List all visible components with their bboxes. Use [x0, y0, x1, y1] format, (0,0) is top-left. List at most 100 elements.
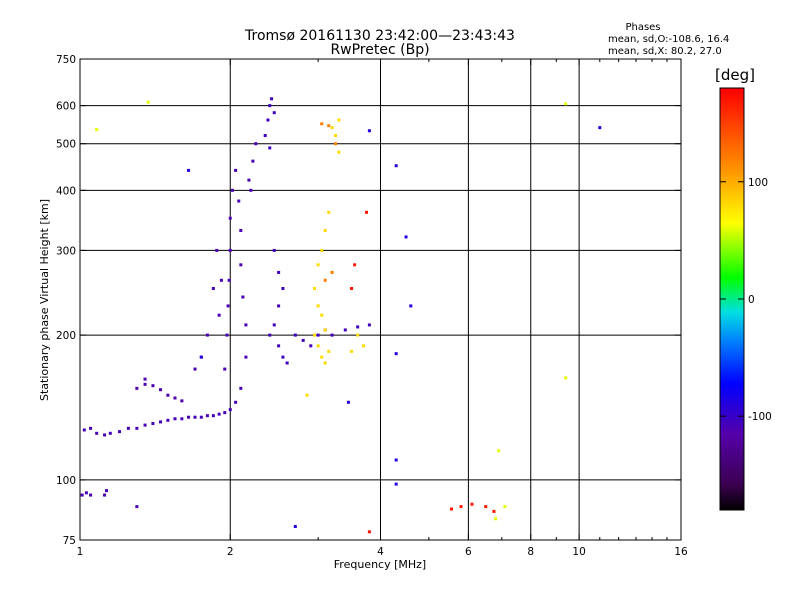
- data-point: [103, 493, 107, 497]
- data-point: [159, 388, 163, 392]
- data-point: [263, 134, 267, 138]
- data-point: [367, 129, 371, 133]
- data-point: [82, 428, 86, 432]
- data-point: [492, 509, 496, 513]
- data-point: [404, 235, 408, 239]
- data-point: [95, 431, 99, 435]
- colorbar-tick-label: 0: [748, 294, 755, 306]
- data-point: [126, 426, 130, 430]
- data-point: [394, 458, 398, 462]
- y-tick-label: 400: [56, 185, 76, 197]
- data-point: [316, 263, 320, 267]
- data-point: [193, 367, 197, 371]
- data-point: [356, 333, 360, 337]
- data-point: [205, 414, 209, 418]
- data-point: [254, 142, 258, 146]
- data-point: [320, 248, 324, 252]
- y-axis-label: Stationary phase Virtual Height [km]: [38, 199, 51, 401]
- data-point: [103, 433, 107, 437]
- data-point: [244, 355, 248, 359]
- data-point: [247, 178, 251, 182]
- data-point: [244, 323, 248, 327]
- data-point: [268, 146, 272, 150]
- data-point: [89, 426, 93, 430]
- data-point: [159, 420, 163, 424]
- data-point: [228, 408, 232, 412]
- data-point: [281, 286, 285, 290]
- data-point: [333, 142, 337, 146]
- data-point: [215, 248, 219, 252]
- data-point: [272, 248, 276, 252]
- data-point: [497, 449, 501, 453]
- data-point: [350, 286, 354, 290]
- data-point: [337, 118, 341, 122]
- data-point: [362, 344, 366, 348]
- stats-heading: Phases: [625, 22, 660, 33]
- y-tick-label: 100: [56, 475, 76, 487]
- data-point: [353, 263, 357, 267]
- data-point: [293, 333, 297, 337]
- data-point: [268, 333, 272, 337]
- data-point: [327, 210, 331, 214]
- data-point: [146, 100, 150, 104]
- x-tick-label: 1: [77, 546, 84, 558]
- data-point: [343, 328, 347, 332]
- data-point: [449, 507, 453, 511]
- data-point: [239, 263, 243, 267]
- data-point: [312, 286, 316, 290]
- data-point: [320, 313, 324, 317]
- data-point: [80, 493, 84, 497]
- data-point: [234, 400, 238, 404]
- data-point: [95, 128, 99, 132]
- data-point: [223, 367, 227, 371]
- data-point: [330, 126, 334, 130]
- y-tick-label: 600: [56, 101, 76, 113]
- data-point: [316, 333, 320, 337]
- data-point: [330, 270, 334, 274]
- data-point: [151, 384, 155, 388]
- data-point: [180, 417, 184, 421]
- data-point: [199, 415, 203, 419]
- data-point: [470, 502, 474, 506]
- data-point: [346, 400, 350, 404]
- data-point: [268, 104, 272, 108]
- data-point: [409, 304, 413, 308]
- data-point: [104, 489, 108, 493]
- data-point: [217, 313, 221, 317]
- data-point: [118, 430, 122, 434]
- data-point: [277, 344, 281, 348]
- data-point: [217, 412, 221, 416]
- data-point: [564, 376, 568, 380]
- data-point: [277, 304, 281, 308]
- colorbar-unit: [deg]: [715, 66, 755, 84]
- data-point: [305, 393, 309, 397]
- data-point: [266, 118, 270, 122]
- grid-lines: [80, 59, 681, 540]
- data-point: [503, 505, 507, 509]
- data-point: [272, 111, 276, 115]
- data-point: [166, 418, 170, 422]
- data-point: [323, 228, 327, 232]
- data-point: [564, 102, 568, 106]
- chart-title: Tromsø 20161130 23:42:00—23:43:43: [244, 28, 515, 44]
- x-tick-label: 16: [674, 546, 688, 558]
- data-point: [187, 415, 191, 419]
- data-point: [301, 338, 305, 342]
- colorbar-tick-label: -100: [748, 411, 772, 423]
- data-point: [293, 525, 297, 529]
- data-point: [151, 421, 155, 425]
- data-point: [135, 505, 139, 509]
- data-point: [226, 304, 230, 308]
- data-point: [234, 168, 238, 172]
- data-point: [228, 216, 232, 220]
- data-point: [333, 134, 337, 138]
- data-point: [241, 295, 245, 299]
- data-point: [394, 352, 398, 356]
- data-point: [365, 210, 369, 214]
- data-point: [367, 530, 371, 534]
- data-point: [270, 97, 274, 101]
- y-tick-label: 200: [56, 330, 76, 342]
- data-point: [166, 393, 170, 397]
- data-point: [356, 325, 360, 329]
